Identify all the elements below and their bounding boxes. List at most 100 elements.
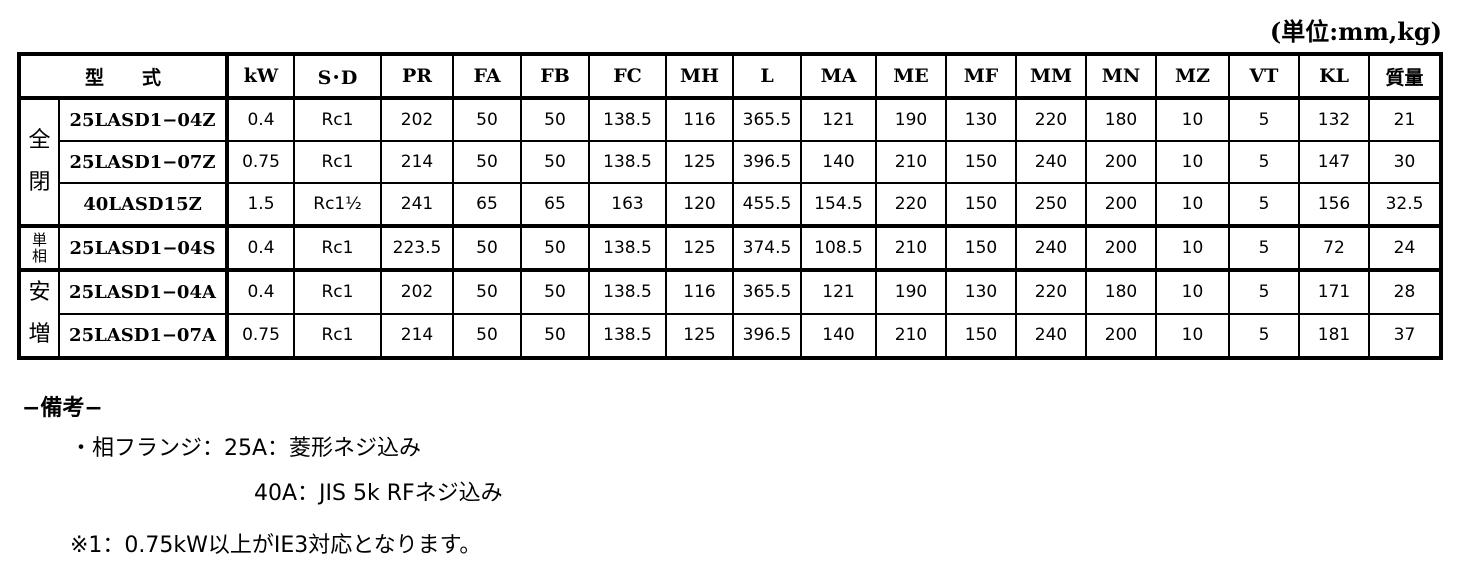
value-cell: 10 <box>1155 312 1230 359</box>
value-cell: 138.5 <box>588 312 667 359</box>
model-cell: 25LASD1−04A <box>58 269 229 315</box>
value-cell: 365.5 <box>732 97 802 142</box>
value-cell: 180 <box>1085 97 1157 142</box>
column-header: MN <box>1085 53 1157 99</box>
value-cell: 455.5 <box>732 182 802 227</box>
group-label: 安 増 <box>18 269 60 359</box>
note-ie3: ※1：0.75kW以上がIE3対応となります。 <box>70 533 482 558</box>
value-cell: 0.75 <box>226 312 295 359</box>
value-cell: 108.5 <box>800 225 877 271</box>
value-cell: 210 <box>875 225 947 271</box>
header-row: 型 式 kW S･D PR FA FB FC MH L MA ME MF MM MN MZ VT KL 質量 <box>18 53 1442 99</box>
value-cell: 132 <box>1298 97 1370 142</box>
column-header: MM <box>1015 53 1087 99</box>
value-cell: 0.4 <box>226 225 295 271</box>
value-cell: 50 <box>520 225 590 271</box>
value-cell: 150 <box>945 312 1017 359</box>
column-header: MF <box>945 53 1017 99</box>
value-cell: 5 <box>1228 182 1300 227</box>
value-cell: 223.5 <box>380 225 454 271</box>
notes: −備考− ・相フランジ：25A：菱形ネジ込み 40A：JIS 5k RFネジ込み… <box>22 390 503 558</box>
value-cell: 10 <box>1155 97 1230 142</box>
value-cell: 163 <box>588 182 667 227</box>
value-cell: 1.5 <box>226 182 295 227</box>
table-row: 40LASD15Z 1.5 Rc1½ 241 65 65 163 120 455.5 154.5 2… <box>19 182 1442 227</box>
value-cell: 220 <box>875 182 947 227</box>
value-cell: 5 <box>1228 225 1300 271</box>
value-cell: 28 <box>1368 269 1442 315</box>
value-cell: 140 <box>800 140 877 184</box>
value-cell: 150 <box>945 225 1017 271</box>
value-cell: 200 <box>1085 140 1157 184</box>
value-cell: 138.5 <box>588 269 667 315</box>
value-cell: 200 <box>1085 182 1157 227</box>
value-cell: 65 <box>520 182 590 227</box>
value-cell: 10 <box>1155 225 1230 271</box>
value-cell: 171 <box>1298 269 1370 315</box>
value-cell: 374.5 <box>732 225 802 271</box>
value-cell: 10 <box>1155 269 1230 315</box>
value-cell: 181 <box>1298 312 1370 359</box>
model-cell: 25LASD1−04Z <box>58 97 229 142</box>
value-cell: 50 <box>452 97 522 142</box>
value-cell: 10 <box>1155 182 1230 227</box>
value-cell: 65 <box>452 182 522 227</box>
value-cell: 32.5 <box>1368 182 1442 227</box>
value-cell: Rc1 <box>293 97 382 142</box>
value-cell: 200 <box>1085 225 1157 271</box>
value-cell: 30 <box>1368 140 1442 184</box>
value-cell: 21 <box>1368 97 1442 142</box>
value-cell: 50 <box>452 269 522 315</box>
value-cell: 138.5 <box>588 97 667 142</box>
value-cell: 241 <box>380 182 454 227</box>
value-cell: 0.4 <box>226 269 295 315</box>
value-cell: 50 <box>520 97 590 142</box>
value-cell: Rc1 <box>293 312 382 359</box>
value-cell: 180 <box>1085 269 1157 315</box>
value-cell: 202 <box>380 269 454 315</box>
table-row: 25LASD1−07Z 0.75 Rc1 214 50 50 138.5 125 396.5 14… <box>19 140 1442 184</box>
column-header: L <box>732 53 802 99</box>
value-cell: 50 <box>452 140 522 184</box>
value-cell: 125 <box>665 312 734 359</box>
column-header: 質量 <box>1368 53 1442 99</box>
value-cell: 130 <box>945 269 1017 315</box>
notes-title: −備考− <box>22 396 103 421</box>
value-cell: 190 <box>875 97 947 142</box>
model-cell: 40LASD15Z <box>58 182 229 227</box>
value-cell: 150 <box>945 182 1017 227</box>
value-cell: 5 <box>1228 269 1300 315</box>
value-cell: 125 <box>665 225 734 271</box>
value-cell: 121 <box>800 269 877 315</box>
column-header: MA <box>800 53 877 99</box>
column-header: S･D <box>293 53 382 99</box>
value-cell: 5 <box>1228 97 1300 142</box>
table-row: 25LASD1−07A 0.75 Rc1 214 50 50 138.5 125 396.5 14… <box>19 312 1442 359</box>
value-cell: 0.4 <box>226 97 295 142</box>
table-row: 安 増 25LASD1−04A 0.4 Rc1 202 50 50 138.5 116 365.5… <box>18 269 1442 359</box>
value-cell: Rc1 <box>293 269 382 315</box>
value-cell: 138.5 <box>588 140 667 184</box>
spec-table: 型 式 kW S･D PR FA FB FC MH L MA ME MF MM MN MZ VT KL 質量 全 … <box>17 52 1443 360</box>
value-cell: 214 <box>380 140 454 184</box>
column-header: MH <box>665 53 734 99</box>
value-cell: 214 <box>380 312 454 359</box>
value-cell: 365.5 <box>732 269 802 315</box>
value-cell: 200 <box>1085 312 1157 359</box>
model-cell: 25LASD1−04S <box>58 225 229 271</box>
value-cell: 125 <box>665 140 734 184</box>
column-header: ME <box>875 53 947 99</box>
value-cell: 250 <box>1015 182 1087 227</box>
value-cell: 240 <box>1015 225 1087 271</box>
group-label: 全 閉 <box>18 97 60 227</box>
value-cell: 202 <box>380 97 454 142</box>
value-cell: 210 <box>875 312 947 359</box>
value-cell: Rc1 <box>293 140 382 184</box>
value-cell: 0.75 <box>226 140 295 184</box>
group-label: 単 相 <box>18 225 60 271</box>
column-header: PR <box>380 53 454 99</box>
value-cell: Rc1½ <box>293 182 382 227</box>
value-cell: 121 <box>800 97 877 142</box>
value-cell: 156 <box>1298 182 1370 227</box>
value-cell: 50 <box>520 269 590 315</box>
